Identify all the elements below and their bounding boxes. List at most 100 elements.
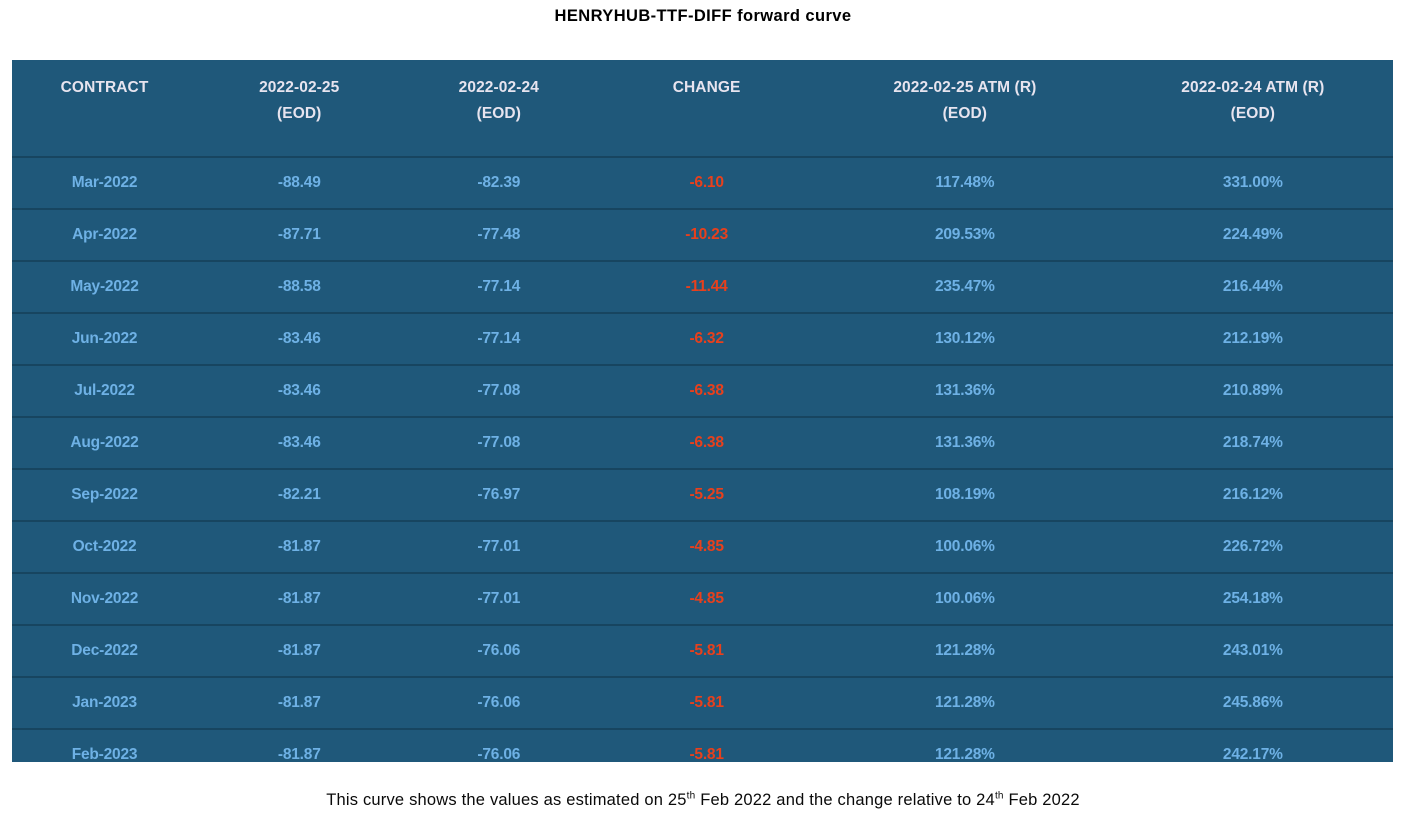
cell-contract: Jul-2022 <box>12 364 198 417</box>
cell-eod_2022_02_25: -82.21 <box>197 468 402 521</box>
cell-eod_2022_02_25: -81.87 <box>197 728 402 780</box>
cell-eod_2022_02_25: -83.46 <box>197 364 402 417</box>
footnote-superscript: th <box>994 790 1004 802</box>
cell-change: -4.85 <box>596 572 818 625</box>
page-title: HENRYHUB-TTF-DIFF forward curve <box>554 7 852 25</box>
cell-atm_2022_02_24: 216.44% <box>1112 260 1393 313</box>
cell-change: -6.10 <box>596 156 818 209</box>
cell-atm_2022_02_25: 209.53% <box>817 208 1113 261</box>
cell-eod_2022_02_25: -81.87 <box>197 676 402 729</box>
cell-contract: Dec-2022 <box>12 624 198 677</box>
cell-atm_2022_02_25: 121.28% <box>817 676 1113 729</box>
table-header-row: CONTRACT 2022-02-25 (EOD) 2022-02-24 (EOD) CH… <box>12 60 1393 157</box>
cell-change: -6.38 <box>596 364 818 417</box>
cell-eod_2022_02_25: -88.58 <box>197 260 402 313</box>
cell-atm_2022_02_25: 121.28% <box>817 728 1113 780</box>
cell-eod_2022_02_24: -76.06 <box>401 676 597 729</box>
table-row: Mar-2022 -88.49 -82.39 -6.10 117.48% 331.00% <box>12 156 1393 209</box>
cell-change: -6.32 <box>596 312 818 365</box>
table-row: Dec-2022 -81.87 -76.06 -5.81 121.28% 243.01% <box>12 624 1393 677</box>
cell-atm_2022_02_24: 331.00% <box>1112 156 1393 209</box>
cell-contract: Jun-2022 <box>12 312 198 365</box>
table-row: Jan-2023 -81.87 -76.06 -5.81 121.28% 245.86% <box>12 676 1393 729</box>
cell-change: -11.44 <box>596 260 818 313</box>
cell-change: -5.81 <box>596 728 818 780</box>
footnote-text: This curve shows the values as estimated… <box>326 791 687 809</box>
cell-atm_2022_02_24: 212.19% <box>1112 312 1393 365</box>
cell-eod_2022_02_25: -83.46 <box>197 416 402 469</box>
column-header-atm_2022_02_25: 2022-02-25 ATM (R) (EOD) <box>893 79 1037 122</box>
footnote-text: Feb 2022 <box>1003 791 1080 809</box>
cell-contract: Apr-2022 <box>12 208 198 261</box>
cell-change: -4.85 <box>596 520 818 573</box>
cell-eod_2022_02_24: -77.01 <box>401 572 597 625</box>
cell-eod_2022_02_25: -81.87 <box>197 624 402 677</box>
cell-eod_2022_02_25: -83.46 <box>197 312 402 365</box>
table-row: May-2022 -88.58 -77.14 -11.44 235.47% 216.44% <box>12 260 1393 313</box>
cell-atm_2022_02_25: 108.19% <box>817 468 1113 521</box>
footnote-superscript: th <box>686 790 696 802</box>
table-row: Apr-2022 -87.71 -77.48 -10.23 209.53% 224.49% <box>12 208 1393 261</box>
cell-change: -5.81 <box>596 676 818 729</box>
cell-eod_2022_02_25: -81.87 <box>197 572 402 625</box>
cell-eod_2022_02_24: -77.01 <box>401 520 597 573</box>
column-header-eod_2022_02_24: 2022-02-24 (EOD) <box>458 79 539 122</box>
cell-atm_2022_02_24: 224.49% <box>1112 208 1393 261</box>
table-row: Nov-2022 -81.87 -77.01 -4.85 100.06% 254.18% <box>12 572 1393 625</box>
table-row: Feb-2023 -81.87 -76.06 -5.81 121.28% 242.17% <box>12 728 1393 780</box>
table-row: Sep-2022 -82.21 -76.97 -5.25 108.19% 216.12% <box>12 468 1393 521</box>
cell-eod_2022_02_24: -77.14 <box>401 260 597 313</box>
cell-change: -5.81 <box>596 624 818 677</box>
cell-atm_2022_02_25: 130.12% <box>817 312 1113 365</box>
cell-atm_2022_02_25: 121.28% <box>817 624 1113 677</box>
cell-atm_2022_02_25: 100.06% <box>817 520 1113 573</box>
footnote: This curve shows the values as estimated… <box>0 791 1406 810</box>
cell-atm_2022_02_25: 100.06% <box>817 572 1113 625</box>
footnote-text: Feb 2022 and the change relative to 24 <box>695 791 995 809</box>
table-row: Jul-2022 -83.46 -77.08 -6.38 131.36% 210.89% <box>12 364 1393 417</box>
cell-eod_2022_02_24: -77.14 <box>401 312 597 365</box>
cell-atm_2022_02_24: 226.72% <box>1112 520 1393 573</box>
column-header-contract: CONTRACT <box>60 79 149 96</box>
cell-atm_2022_02_25: 235.47% <box>817 260 1113 313</box>
column-header-atm_2022_02_24: 2022-02-24 ATM (R) (EOD) <box>1181 79 1325 122</box>
cell-contract: Sep-2022 <box>12 468 198 521</box>
table-body: Mar-2022 -88.49 -82.39 -6.10 117.48% 331.00% A… <box>12 156 1393 780</box>
cell-contract: Jan-2023 <box>12 676 198 729</box>
cell-contract: Feb-2023 <box>12 728 198 780</box>
cell-atm_2022_02_25: 117.48% <box>817 156 1113 209</box>
cell-eod_2022_02_24: -76.06 <box>401 624 597 677</box>
column-header-change: CHANGE <box>672 79 741 96</box>
cell-eod_2022_02_24: -82.39 <box>401 156 597 209</box>
cell-eod_2022_02_24: -77.08 <box>401 364 597 417</box>
cell-atm_2022_02_24: 245.86% <box>1112 676 1393 729</box>
cell-contract: Aug-2022 <box>12 416 198 469</box>
cell-atm_2022_02_24: 216.12% <box>1112 468 1393 521</box>
cell-atm_2022_02_24: 242.17% <box>1112 728 1393 780</box>
table-row: Jun-2022 -83.46 -77.14 -6.32 130.12% 212.19% <box>12 312 1393 365</box>
forward-curve-table: CONTRACT 2022-02-25 (EOD) 2022-02-24 (EOD) CH… <box>12 60 1393 780</box>
cell-change: -5.25 <box>596 468 818 521</box>
cell-change: -10.23 <box>596 208 818 261</box>
cell-eod_2022_02_25: -81.87 <box>197 520 402 573</box>
data-table: CONTRACT 2022-02-25 (EOD) 2022-02-24 (EOD) CH… <box>12 60 1393 780</box>
cell-atm_2022_02_24: 243.01% <box>1112 624 1393 677</box>
table-row: Oct-2022 -81.87 -77.01 -4.85 100.06% 226.72% <box>12 520 1393 573</box>
cell-atm_2022_02_25: 131.36% <box>817 416 1113 469</box>
cell-atm_2022_02_24: 210.89% <box>1112 364 1393 417</box>
cell-contract: Oct-2022 <box>12 520 198 573</box>
cell-contract: Mar-2022 <box>12 156 198 209</box>
cell-change: -6.38 <box>596 416 818 469</box>
cell-atm_2022_02_24: 254.18% <box>1112 572 1393 625</box>
cell-atm_2022_02_24: 218.74% <box>1112 416 1393 469</box>
cell-contract: May-2022 <box>12 260 198 313</box>
table-row: Aug-2022 -83.46 -77.08 -6.38 131.36% 218.74% <box>12 416 1393 469</box>
cell-eod_2022_02_24: -77.08 <box>401 416 597 469</box>
column-header-eod_2022_02_25: 2022-02-25 (EOD) <box>259 79 340 122</box>
cell-contract: Nov-2022 <box>12 572 198 625</box>
cell-eod_2022_02_25: -87.71 <box>197 208 402 261</box>
cell-eod_2022_02_25: -88.49 <box>197 156 402 209</box>
cell-eod_2022_02_24: -76.06 <box>401 728 597 780</box>
cell-atm_2022_02_25: 131.36% <box>817 364 1113 417</box>
